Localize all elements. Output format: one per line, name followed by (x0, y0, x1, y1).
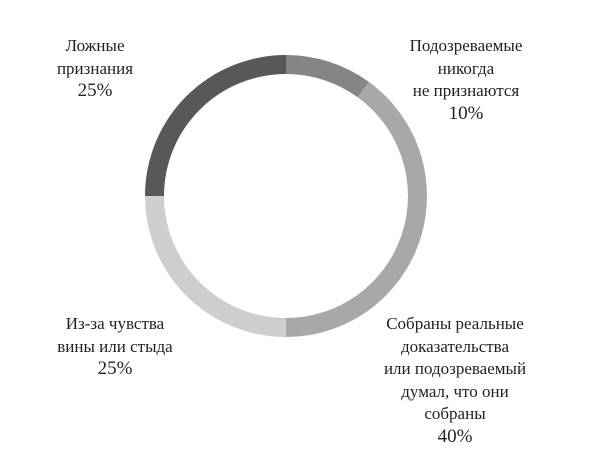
label-evidence: Собраны реальные доказательства или подо… (355, 313, 555, 448)
value-label: 10% (448, 102, 484, 124)
label-line: Подозреваемые (409, 36, 523, 55)
value-label: 25% (77, 80, 113, 101)
label-line: признания (56, 58, 134, 78)
label-line: не признаются (412, 81, 520, 100)
donut-slice-0 (286, 55, 369, 98)
value-label: 40% (437, 425, 473, 447)
label-never-confess: Подозреваемые никогда не признаются 10% (376, 35, 556, 125)
label-line: или подозреваемый (383, 359, 527, 378)
label-line: доказательства (400, 336, 510, 356)
label-line: думал, что они (401, 381, 509, 401)
donut-slice-1 (286, 81, 427, 337)
donut-slice-2 (145, 196, 286, 337)
value-label: 25% (97, 358, 133, 379)
donut-slice-3 (145, 55, 286, 196)
label-guilt: Из-за чувства вины или стыда 25% (25, 313, 205, 381)
label-line: Из-за чувства (65, 314, 165, 333)
label-false-confessions: Ложные признания 25% (15, 35, 175, 103)
label-line: Собраны реальные (386, 314, 524, 333)
label-line: собраны (424, 404, 486, 423)
label-line: вины или стыда (57, 336, 173, 356)
label-line: Ложные (65, 36, 125, 55)
label-line: никогда (437, 58, 495, 78)
